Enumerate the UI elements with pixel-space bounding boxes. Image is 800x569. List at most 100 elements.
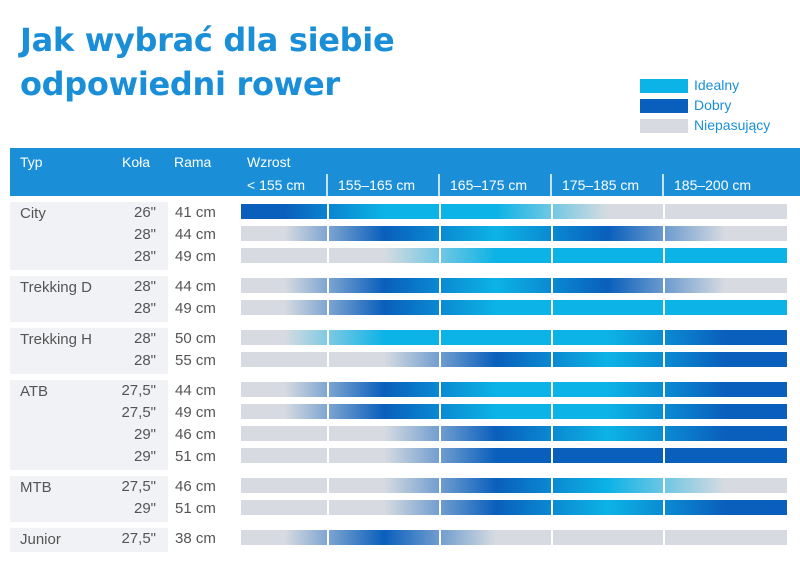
table-row: 27,5" 46 cm — [121, 478, 787, 495]
cell-separator — [663, 404, 665, 419]
group-junior: Junior 27,5" 38 cm — [10, 528, 787, 552]
wheel-size: 27,5" — [121, 382, 156, 399]
cell-separator — [551, 300, 553, 315]
fit-cell-ideal — [440, 330, 552, 345]
frame-size: 50 cm — [175, 330, 216, 347]
fit-cell-good — [328, 530, 440, 545]
fit-bar — [241, 404, 787, 419]
frame-size: 41 cm — [175, 204, 216, 221]
header-bar — [10, 148, 800, 196]
cell-separator — [663, 330, 665, 345]
fit-cell-bad — [241, 404, 328, 419]
fit-cell-ideal — [552, 426, 664, 441]
fit-cell-ideal — [440, 382, 552, 397]
cell-separator — [551, 404, 553, 419]
fit-cell-bad — [241, 530, 328, 545]
cell-separator — [439, 404, 441, 419]
cell-separator — [327, 500, 329, 515]
fit-cell-bad — [241, 478, 328, 493]
fit-cell-good — [328, 226, 440, 241]
cell-separator — [663, 204, 665, 219]
cell-separator — [327, 248, 329, 263]
fit-cell-good — [552, 448, 664, 463]
fit-cell-ideal — [328, 330, 440, 345]
column-headers: < 155 cm 155–165 cm 165–175 cm 175–185 cm 18… — [247, 174, 751, 196]
fit-cell-bad — [328, 248, 440, 263]
fit-bar — [241, 330, 787, 345]
cell-separator — [327, 404, 329, 419]
wheel-size: 28" — [134, 352, 156, 369]
wheel-size: 28" — [134, 226, 156, 243]
cell-separator — [551, 478, 553, 493]
cell-separator — [439, 448, 441, 463]
cell-separator — [439, 226, 441, 241]
cell-separator — [663, 530, 665, 545]
fit-cell-bad — [328, 478, 440, 493]
fit-bar — [241, 500, 787, 515]
group-type-label: Trekking H — [20, 331, 92, 348]
legend-label-ideal: Idealny — [694, 77, 740, 93]
fit-cell-bad — [664, 226, 787, 241]
cell-separator — [663, 300, 665, 315]
cell-separator — [439, 278, 441, 293]
group-background — [10, 276, 168, 322]
wheel-size: 27,5" — [121, 404, 156, 421]
cell-separator — [551, 204, 553, 219]
group-atb: ATB 27,5" 44 cm 27,5" 49 cm 29" 46 cm 29" 51 cm — [10, 380, 787, 470]
fit-cell-good — [328, 300, 440, 315]
fit-cell-ideal — [552, 330, 664, 345]
table-row: 28" 55 cm — [134, 352, 787, 369]
fit-cell-bad — [241, 278, 328, 293]
cell-separator — [663, 248, 665, 263]
fit-cell-bad — [328, 448, 440, 463]
wheel-size: 29" — [134, 448, 156, 465]
legend-item-ideal: Idealny — [640, 77, 800, 94]
cell-separator — [551, 448, 553, 463]
cell-separator — [327, 278, 329, 293]
cell-separator — [327, 448, 329, 463]
cell-separator — [439, 530, 441, 545]
cell-separator — [663, 352, 665, 367]
fit-cell-ideal — [552, 352, 664, 367]
cell-separator — [663, 226, 665, 241]
cell-separator — [663, 278, 665, 293]
cell-separator — [551, 500, 553, 515]
cell-separator — [663, 426, 665, 441]
group-background — [10, 476, 168, 522]
wheel-size: 28" — [134, 278, 156, 295]
frame-size: 46 cm — [175, 426, 216, 443]
cell-separator — [327, 330, 329, 345]
fit-cell-ideal — [440, 278, 552, 293]
table-row: 27,5" 49 cm — [121, 404, 787, 421]
title-line-1: Jak wybrać dla siebie — [20, 21, 395, 59]
cell-separator — [327, 530, 329, 545]
table-row: 27,5" 44 cm — [121, 382, 787, 399]
cell-separator — [327, 426, 329, 441]
frame-size: 49 cm — [175, 248, 216, 265]
fit-cell-ideal — [664, 248, 787, 263]
fit-cell-good — [664, 352, 787, 367]
cell-separator — [327, 478, 329, 493]
fit-cell-good — [328, 382, 440, 397]
fit-cell-good — [664, 330, 787, 345]
cell-separator — [327, 352, 329, 367]
frame-size: 49 cm — [175, 404, 216, 421]
fit-cell-ideal — [440, 226, 552, 241]
fit-cell-good — [241, 204, 328, 219]
cell-separator — [439, 426, 441, 441]
wheel-size: 28" — [134, 248, 156, 265]
fit-cell-bad — [241, 330, 328, 345]
fit-cell-ideal — [552, 248, 664, 263]
fit-cell-bad — [241, 300, 328, 315]
group-mtb: MTB 27,5" 46 cm 29" 51 cm — [10, 476, 787, 522]
wheel-size: 28" — [134, 300, 156, 317]
cell-separator — [663, 500, 665, 515]
fit-cell-good — [552, 278, 664, 293]
column-header-3: 165–175 cm — [450, 177, 527, 193]
cell-separator — [551, 248, 553, 263]
title-line-2: odpowiedni rower — [20, 65, 340, 103]
fit-cell-bad — [664, 278, 787, 293]
table-row: 28" 50 cm — [134, 330, 787, 347]
fit-bar — [241, 204, 787, 219]
